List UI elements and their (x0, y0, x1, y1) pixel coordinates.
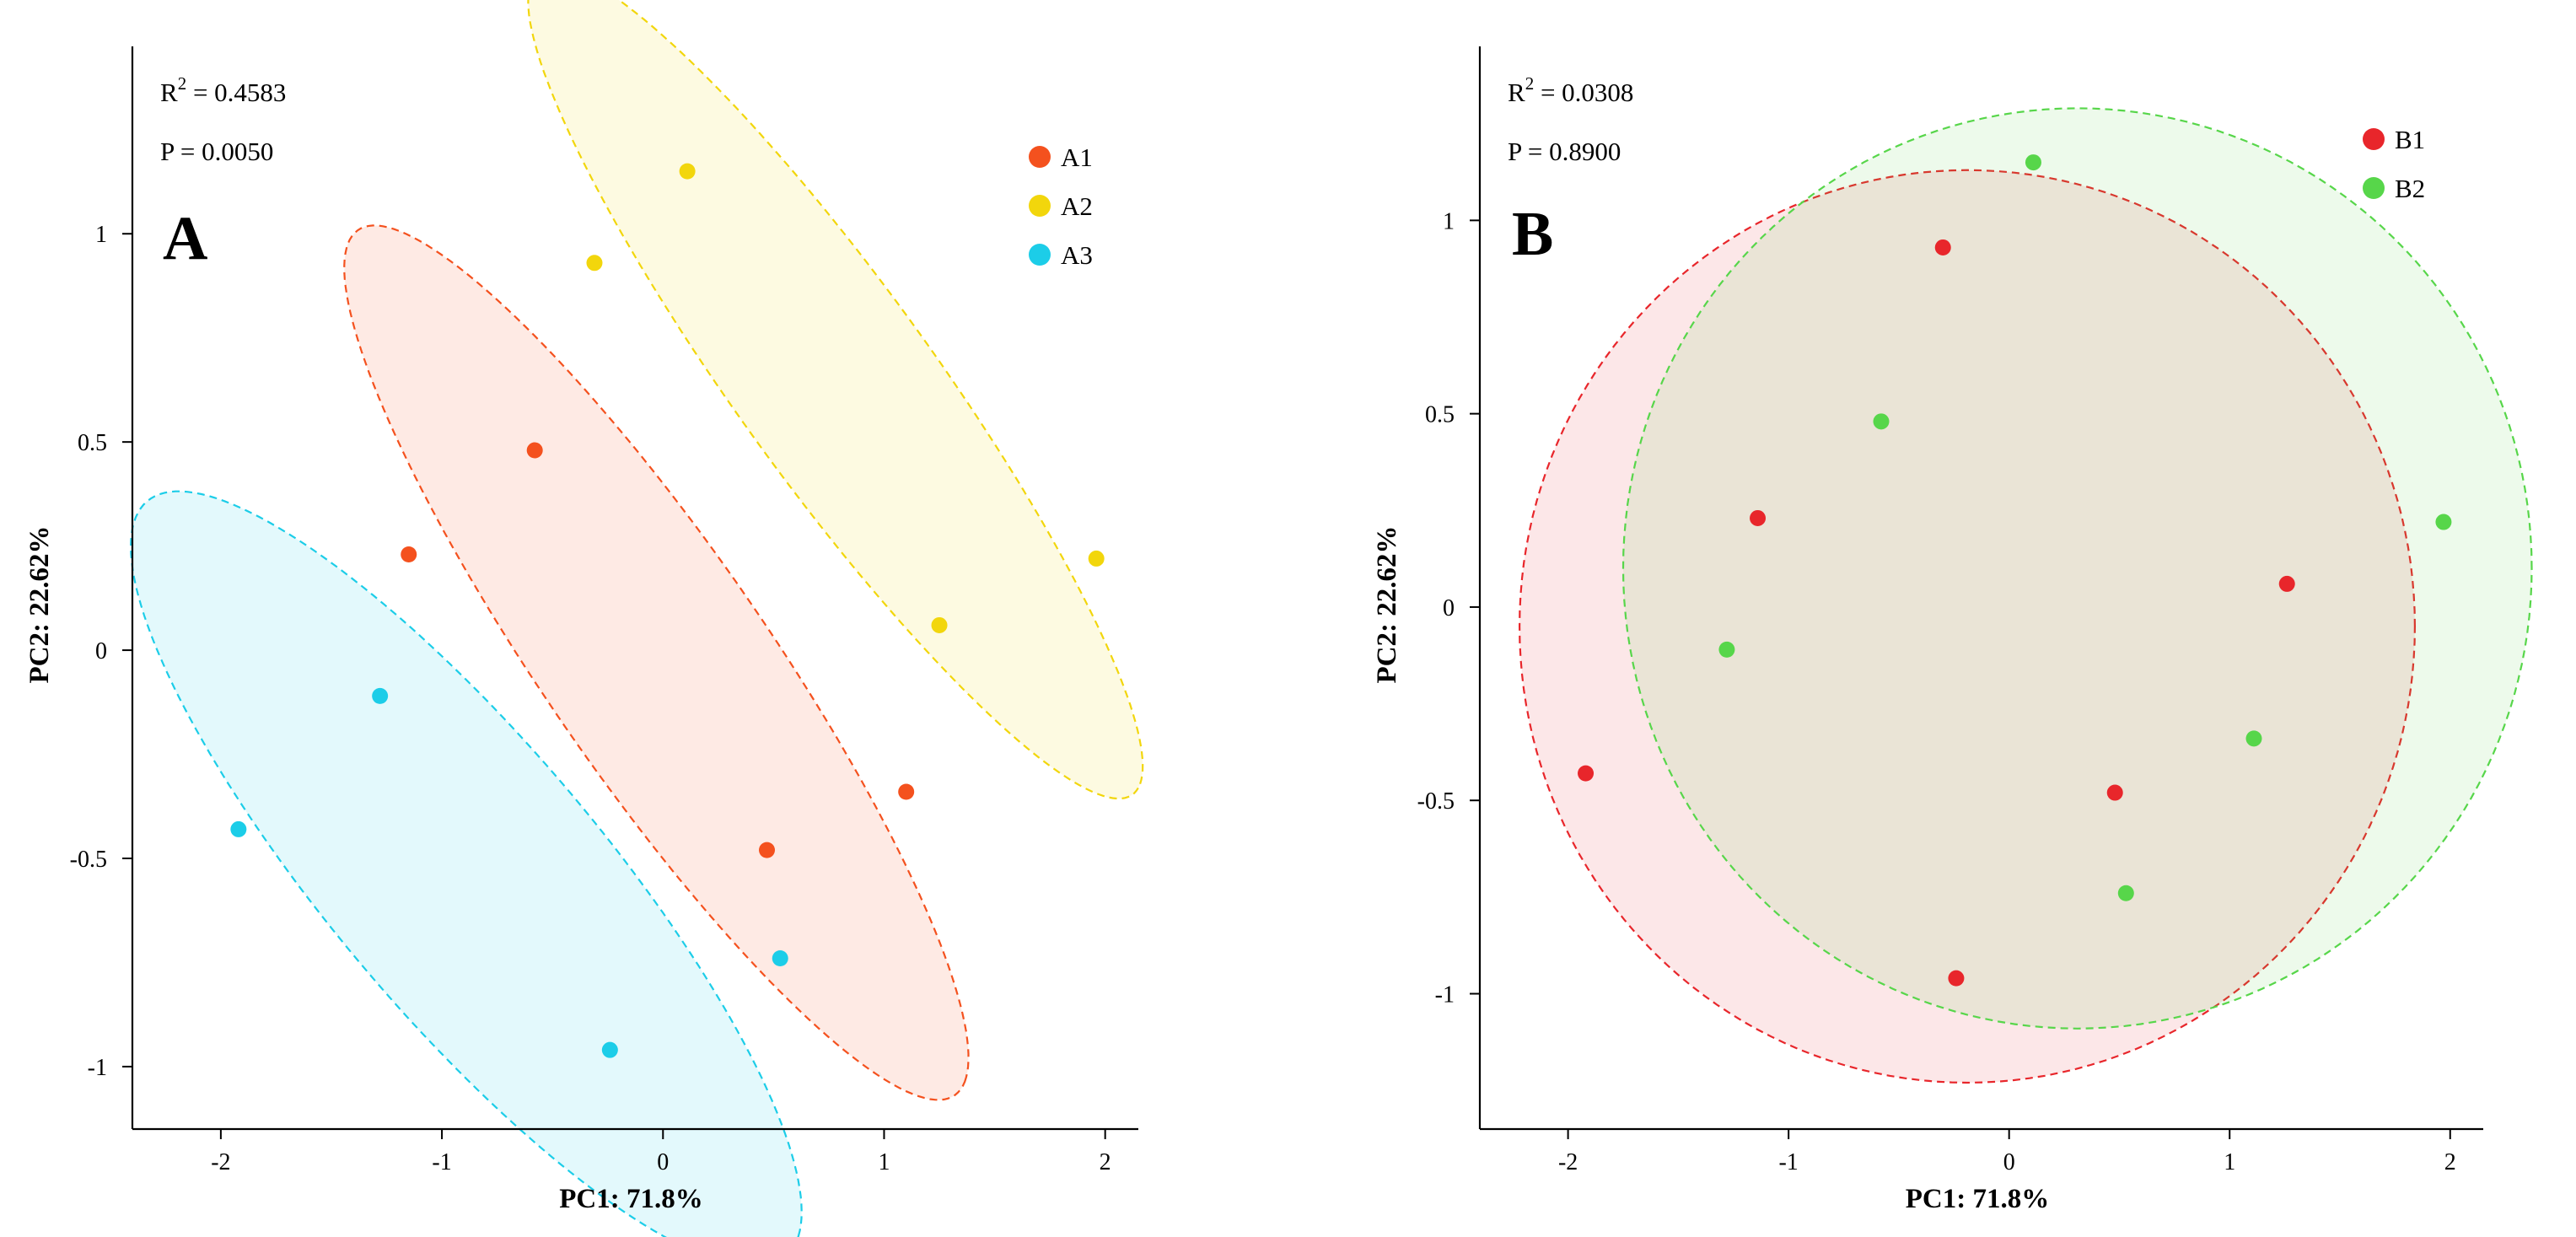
panel-a-ellipse-a3 (129, 490, 803, 1237)
panel-a-y-axis-label: PC2: 22.62% (24, 526, 55, 684)
panel-b-point-b1-2 (1750, 509, 1767, 526)
panel-a-point-a2-3 (1088, 550, 1105, 567)
panel-a-y-tick-label: 0 (95, 638, 107, 664)
panel-b-p-value-text: P = 0.8900 (1508, 137, 1621, 166)
panel-b-x-axis-label: PC1: 71.8% (1906, 1184, 2049, 1214)
panel-b-ellipse-b1 (1518, 169, 2417, 1084)
panel-a-legend-marker-a2 (1029, 195, 1051, 217)
panel-a-point-a2-4 (931, 616, 948, 633)
panel-a-y-tick-label: -0.5 (70, 847, 107, 873)
panel-b-point-b2-2 (1873, 413, 1890, 430)
panel-b-legend-marker-b1 (2363, 128, 2385, 150)
panel-a-point-a1-4 (759, 842, 776, 858)
panel-b-point-b1-6 (1948, 970, 1965, 987)
panel-b-point-b2-1 (2025, 154, 2041, 171)
panel-a-point-a3-4 (601, 1041, 618, 1058)
panel-a-y-tick-label: 0.5 (78, 430, 107, 456)
panel-a-point-a3-3 (772, 950, 788, 967)
panel-a-r2-text: R2 = 0.4583 (160, 73, 286, 107)
panel-a-x-tick-label: -1 (432, 1149, 451, 1175)
panel-b-legend-marker-b2 (2363, 177, 2385, 199)
panel-b-y-tick-label: 0 (1443, 595, 1455, 621)
panel-a-point-a3-1 (230, 820, 247, 837)
panel-b-letter: B (1512, 200, 1553, 269)
panel-b-point-b1-3 (2278, 575, 2295, 592)
panel-b-ellipse-b2 (1621, 107, 2533, 1030)
panel-b-x-tick-label: -1 (1778, 1149, 1798, 1175)
panel-a-legend-marker-a1 (1029, 146, 1051, 168)
panel-a-legend-marker-a3 (1029, 244, 1051, 266)
panel-b-y-tick-label: 1 (1443, 208, 1455, 234)
panel-a-x-axis-label: PC1: 71.8% (559, 1184, 702, 1214)
panel-b-point-b2-5 (2245, 730, 2262, 747)
panel-a-p-value-text: P = 0.0050 (160, 137, 273, 166)
panel-b-legend-label-b2: B2 (2395, 174, 2425, 203)
panel-b-y-tick-label: 0.5 (1425, 402, 1455, 428)
panel-a-ellipse-a1 (343, 224, 970, 1101)
panel-a-x-tick-label: -2 (211, 1149, 230, 1175)
panel-b-y-axis-label: PC2: 22.62% (1372, 526, 1402, 684)
panel-b-x-tick-label: 1 (2224, 1149, 2235, 1175)
panel-b-point-b1-4 (1578, 765, 1595, 782)
panel-b-x-tick-label: 2 (2444, 1149, 2456, 1175)
panel-b-legend-label-b1: B1 (2395, 125, 2425, 154)
panel-b-point-b1-1 (1934, 239, 1951, 255)
panel-b-point-b2-3 (2435, 514, 2452, 530)
panel-a-point-a1-3 (898, 783, 915, 800)
panel-a-point-a1-1 (526, 442, 543, 459)
panel-a-legend-label-a2: A2 (1061, 191, 1093, 221)
panel-b-point-b2-6 (2117, 885, 2134, 901)
panel-b-r2-text: R2 = 0.0308 (1508, 73, 1633, 107)
panel-b-point-b1-5 (2106, 784, 2123, 801)
panel-a-x-tick-label: 0 (657, 1149, 669, 1175)
panel-a-point-a2-1 (679, 163, 696, 180)
panel-b-point-b2-4 (1718, 641, 1735, 658)
panel-a-y-tick-label: -1 (88, 1055, 107, 1081)
panel-a-point-a2-2 (586, 255, 603, 272)
panel-a-ellipse-a2 (527, 0, 1144, 800)
panel-a-point-a1-2 (401, 546, 417, 562)
panel-a-legend-label-a1: A1 (1061, 143, 1093, 172)
panel-a-point-a3-2 (372, 687, 389, 704)
panel-b-y-tick-label: -0.5 (1417, 788, 1455, 815)
panel-a-x-tick-label: 1 (878, 1149, 890, 1175)
panel-a-y-tick-label: 1 (95, 222, 107, 248)
panel-a-x-tick-label: 2 (1100, 1149, 1111, 1175)
panel-b-x-tick-label: 0 (2003, 1149, 2015, 1175)
panel-b-y-tick-label: -1 (1435, 982, 1455, 1008)
panel-a-legend-label-a3: A3 (1061, 240, 1093, 270)
panel-b-x-tick-label: -2 (1558, 1149, 1578, 1175)
panel-a-letter: A (163, 204, 207, 273)
